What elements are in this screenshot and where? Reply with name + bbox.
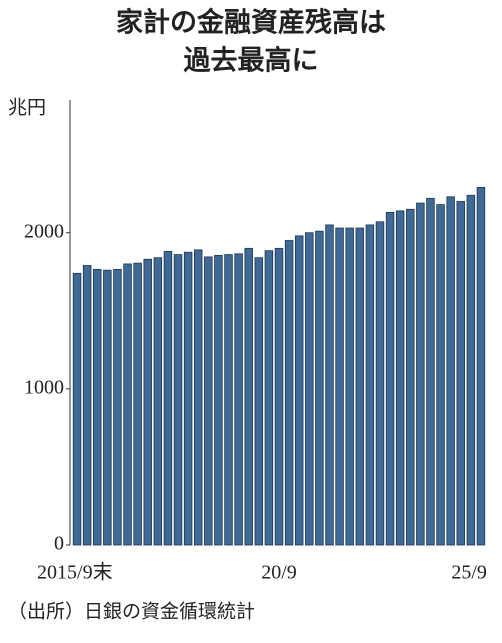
bar [426,197,435,546]
x-tick-label: 20/9 [261,562,297,584]
y-tick-label: 1000 [24,376,64,398]
bar [163,251,173,546]
chart-title: 過去最高に [184,45,319,77]
bar [143,258,152,546]
bar [254,257,264,546]
bar [446,196,455,546]
bar [204,256,213,546]
bar [93,269,102,546]
x-tick-label: 2015/9末 [37,561,113,584]
bar [82,265,92,546]
bar [365,224,375,546]
source: （出所）日銀の資金循環統計 [8,601,255,623]
bar [466,194,476,546]
bar [375,221,385,546]
bar [193,249,203,546]
bar [234,253,243,546]
bar [183,251,193,546]
bar [294,235,304,546]
bar [456,201,465,546]
bar [305,232,314,546]
bar [385,212,395,546]
bar [264,250,274,546]
bar [274,247,284,546]
bar [335,227,344,546]
bar [406,208,415,546]
bar [244,247,253,546]
bar [395,210,405,546]
y-axis-label: 兆円 [8,97,46,119]
bar [133,262,142,546]
y-tick-label: 0 [54,533,64,555]
bar [224,254,233,546]
bar [284,240,294,546]
bar [214,254,223,546]
bar [173,254,183,546]
x-tick-label: 25/9 [451,562,487,584]
chart-title: 家計の金融資産残高は [116,7,386,39]
bar [315,230,324,546]
bar [416,202,425,546]
bar [123,263,132,546]
bar [476,187,486,546]
y-tick-label: 2000 [24,220,64,242]
bar [72,272,82,546]
bar [153,257,163,546]
bar [345,227,354,546]
bar [113,269,122,546]
bar [103,269,112,546]
bar [355,227,365,546]
bar [325,224,334,546]
bar [436,204,445,546]
